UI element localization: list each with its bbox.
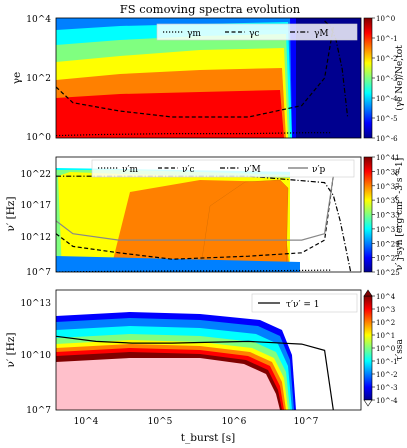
panel-bottom: 10^13 10^10 10^7 ν′ [Hz] 10^4 10^5 10^6 … [5, 289, 405, 444]
series-middle-1 [56, 176, 334, 260]
bottom-frame [55, 289, 362, 411]
mid-ytick-22: 10^22 [21, 170, 51, 180]
top-legend-gm: γm [187, 29, 201, 39]
bottom-colorbar [363, 295, 373, 401]
bottom-heatmap [56, 290, 361, 410]
colorbar-tick-label: 10^-4 [376, 95, 398, 103]
middle-colorbar-ticks: 10^41 10^39 10^37 10^35 10^33 10^31 10^29 10^27… [372, 154, 400, 277]
mid-legend-nm: ν′m [122, 165, 139, 175]
top-legend-gM: γM [314, 29, 329, 39]
middle-frame [55, 156, 362, 273]
top-colorbar-ticks: 10^0 10^-1 10^-2 10^-3 10^-4 10^-5 10^-6 [372, 15, 398, 143]
figure-title: FS comoving spectra evolution [120, 2, 301, 16]
top-legend: γm γc γM [156, 23, 358, 41]
bottom-colorbar-cap-bottom [363, 399, 373, 407]
top-ytick-2: 10^2 [26, 74, 51, 84]
colorbar-tick-label: 10^-2 [376, 55, 398, 63]
colorbar-tick-label: 10^25 [376, 269, 400, 277]
bottom-colorbar-label: τ′ssa [395, 339, 405, 361]
colorbar-tick-label: 10^1 [376, 332, 395, 340]
mid-ytick-7: 10^7 [26, 268, 51, 278]
mid-ytick-12: 10^12 [21, 233, 51, 243]
top-ytick-4: 10^4 [26, 15, 51, 25]
colorbar-tick-label: 10^37 [376, 183, 400, 191]
bot-ylabel: ν′ [Hz] [5, 333, 17, 368]
colorbar-tick-label: 10^4 [376, 293, 396, 301]
mid-ylabel: ν′ [Hz] [5, 197, 17, 232]
bottom-colorbar-cap-top [363, 289, 373, 297]
middle-colorbar [363, 156, 373, 273]
top-frame [55, 17, 362, 139]
bot-ytick-13: 10^13 [21, 299, 52, 309]
colorbar-tick-label: 10^39 [376, 168, 400, 176]
colorbar-tick-label: 10^-3 [376, 75, 398, 83]
series-middle-3 [56, 176, 334, 241]
colorbar-tick-label: 10^3 [376, 306, 395, 314]
colorbar-tick-label: 10^41 [376, 154, 400, 162]
top-legend-gc: γc [249, 29, 259, 39]
xtick-7: 10^7 [294, 417, 319, 427]
top-heatmap [56, 18, 361, 138]
bot-ytick-7: 10^7 [26, 406, 51, 416]
colorbar-tick-label: 10^0 [376, 345, 395, 353]
middle-colorbar-label: ν′ j′syn [erg cm^-3 s^-1] [395, 158, 405, 271]
xtick-5: 10^5 [148, 417, 173, 427]
colorbar-tick-label: 10^-3 [376, 384, 398, 392]
colorbar-tick-label: 10^-1 [376, 358, 398, 366]
colorbar-tick-label: 10^2 [376, 319, 395, 327]
top-colorbar [363, 17, 373, 139]
bottom-colorbar-ticks: 10^4 10^3 10^2 10^1 10^0 10^-1 10^-2 10^-3 10^-4 [372, 293, 398, 405]
top-ylabel: γe [11, 72, 23, 85]
xlabel: t_burst [s] [181, 432, 236, 444]
mid-legend-nM: ν′M [244, 165, 261, 175]
panel-top: 10^4 10^2 10^0 γe γm γc γM 10^0 10^-1 10^-… [11, 15, 405, 143]
colorbar-tick-label: 10^-2 [376, 371, 398, 379]
xtick-6: 10^6 [222, 417, 247, 427]
colorbar-tick-label: 10^0 [376, 15, 395, 23]
series-top-0 [56, 132, 331, 137]
panel-middle: 10^22 10^17 10^12 10^7 ν′ [Hz] ν′m ν′c ν… [5, 154, 405, 278]
mid-ytick-17: 10^17 [21, 201, 52, 211]
bot-ytick-10: 10^10 [21, 351, 52, 361]
xtick-4: 10^4 [74, 417, 99, 427]
middle-legend: ν′m ν′c ν′M ν′p [91, 159, 355, 178]
colorbar-tick-label: 10^35 [376, 197, 400, 205]
colorbar-tick-label: 10^-6 [376, 135, 398, 143]
series-bottom-0 [56, 335, 334, 410]
bottom-legend: τ′ν′ = 1 [251, 293, 358, 313]
colorbar-tick-label: 10^33 [376, 212, 400, 220]
mid-legend-np: ν′p [312, 165, 326, 175]
bot-legend-tau: τ′ν′ = 1 [286, 300, 320, 310]
colorbar-tick-label: 10^-1 [376, 35, 398, 43]
top-colorbar-label: (γe Ne)/Ne,tot [394, 45, 405, 111]
series-middle-0 [56, 269, 331, 272]
top-ytick-0: 10^0 [26, 133, 51, 143]
colorbar-tick-label: 10^-4 [376, 397, 398, 405]
colorbar-tick-label: 10^31 [376, 226, 400, 234]
colorbar-tick-label: 10^29 [376, 240, 400, 248]
mid-legend-nc: ν′c [182, 165, 195, 175]
colorbar-tick-label: 10^-5 [376, 115, 398, 123]
bottom-lines [56, 335, 334, 410]
colorbar-tick-label: 10^27 [376, 255, 400, 263]
